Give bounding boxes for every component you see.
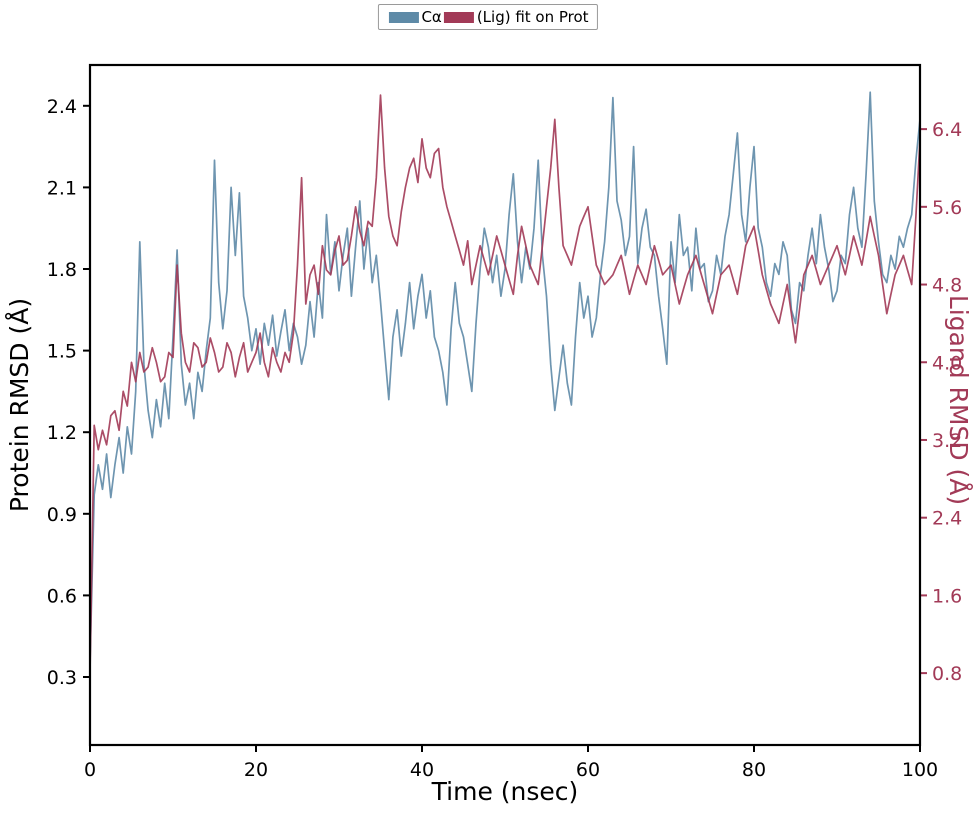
left-tick-label: 1.5 — [47, 341, 77, 363]
left-tick-label: 0.9 — [47, 504, 77, 526]
legend-swatch-ligand-icon — [443, 11, 474, 23]
x-tick-label: 20 — [244, 759, 268, 781]
left-tick-label: 1.2 — [47, 422, 77, 444]
right-tick-label: 6.4 — [932, 119, 962, 141]
right-tick-label: 5.6 — [932, 197, 962, 219]
legend-swatch-protein-icon — [388, 11, 419, 23]
x-axis-ticks: 0 20 40 60 80 100 — [84, 745, 938, 781]
x-axis-title: Time (nsec) — [431, 777, 579, 806]
left-tick-label: 2.1 — [47, 177, 77, 199]
right-tick-label: 4.8 — [932, 275, 962, 297]
right-tick-label: 0.8 — [932, 663, 962, 685]
plot-spines — [88, 63, 922, 747]
series-lines — [90, 91, 920, 674]
right-axis-title: Ligand RMSD (Å) — [944, 295, 973, 505]
x-tick-label: 0 — [84, 759, 96, 781]
series-line-0 — [90, 91, 920, 664]
left-tick-label: 2.4 — [47, 96, 77, 118]
series-line-1 — [90, 94, 920, 674]
left-tick-label: 0.3 — [47, 667, 77, 689]
left-tick-label: 1.8 — [47, 259, 77, 281]
right-tick-label: 4.0 — [932, 352, 962, 374]
plot-dynamic-content: 0 20 40 60 80 100 0.3 0.6 0.9 1.2 1.5 1.8 2.1 2.4 0.8 1… — [47, 63, 962, 781]
x-tick-label: 80 — [742, 759, 766, 781]
right-tick-label: 2.4 — [932, 508, 962, 530]
right-tick-label: 1.6 — [932, 585, 962, 607]
legend-label-ligand: (Lig) fit on Prot — [476, 8, 589, 26]
legend-label-protein: Cα — [421, 8, 442, 26]
left-axis-title: Protein RMSD (Å) — [5, 298, 34, 512]
left-tick-label: 0.6 — [47, 585, 77, 607]
chart-legend: Cα (Lig) fit on Prot — [377, 4, 598, 30]
x-tick-label: 40 — [410, 759, 434, 781]
right-tick-label: 3.2 — [932, 430, 962, 452]
x-tick-label: 100 — [902, 759, 938, 781]
x-tick-label: 60 — [576, 759, 600, 781]
left-axis-ticks: 0.3 0.6 0.9 1.2 1.5 1.8 2.1 2.4 — [47, 96, 90, 689]
right-axis-ticks: 0.8 1.6 2.4 3.2 4.0 4.8 5.6 6.4 — [920, 119, 962, 685]
